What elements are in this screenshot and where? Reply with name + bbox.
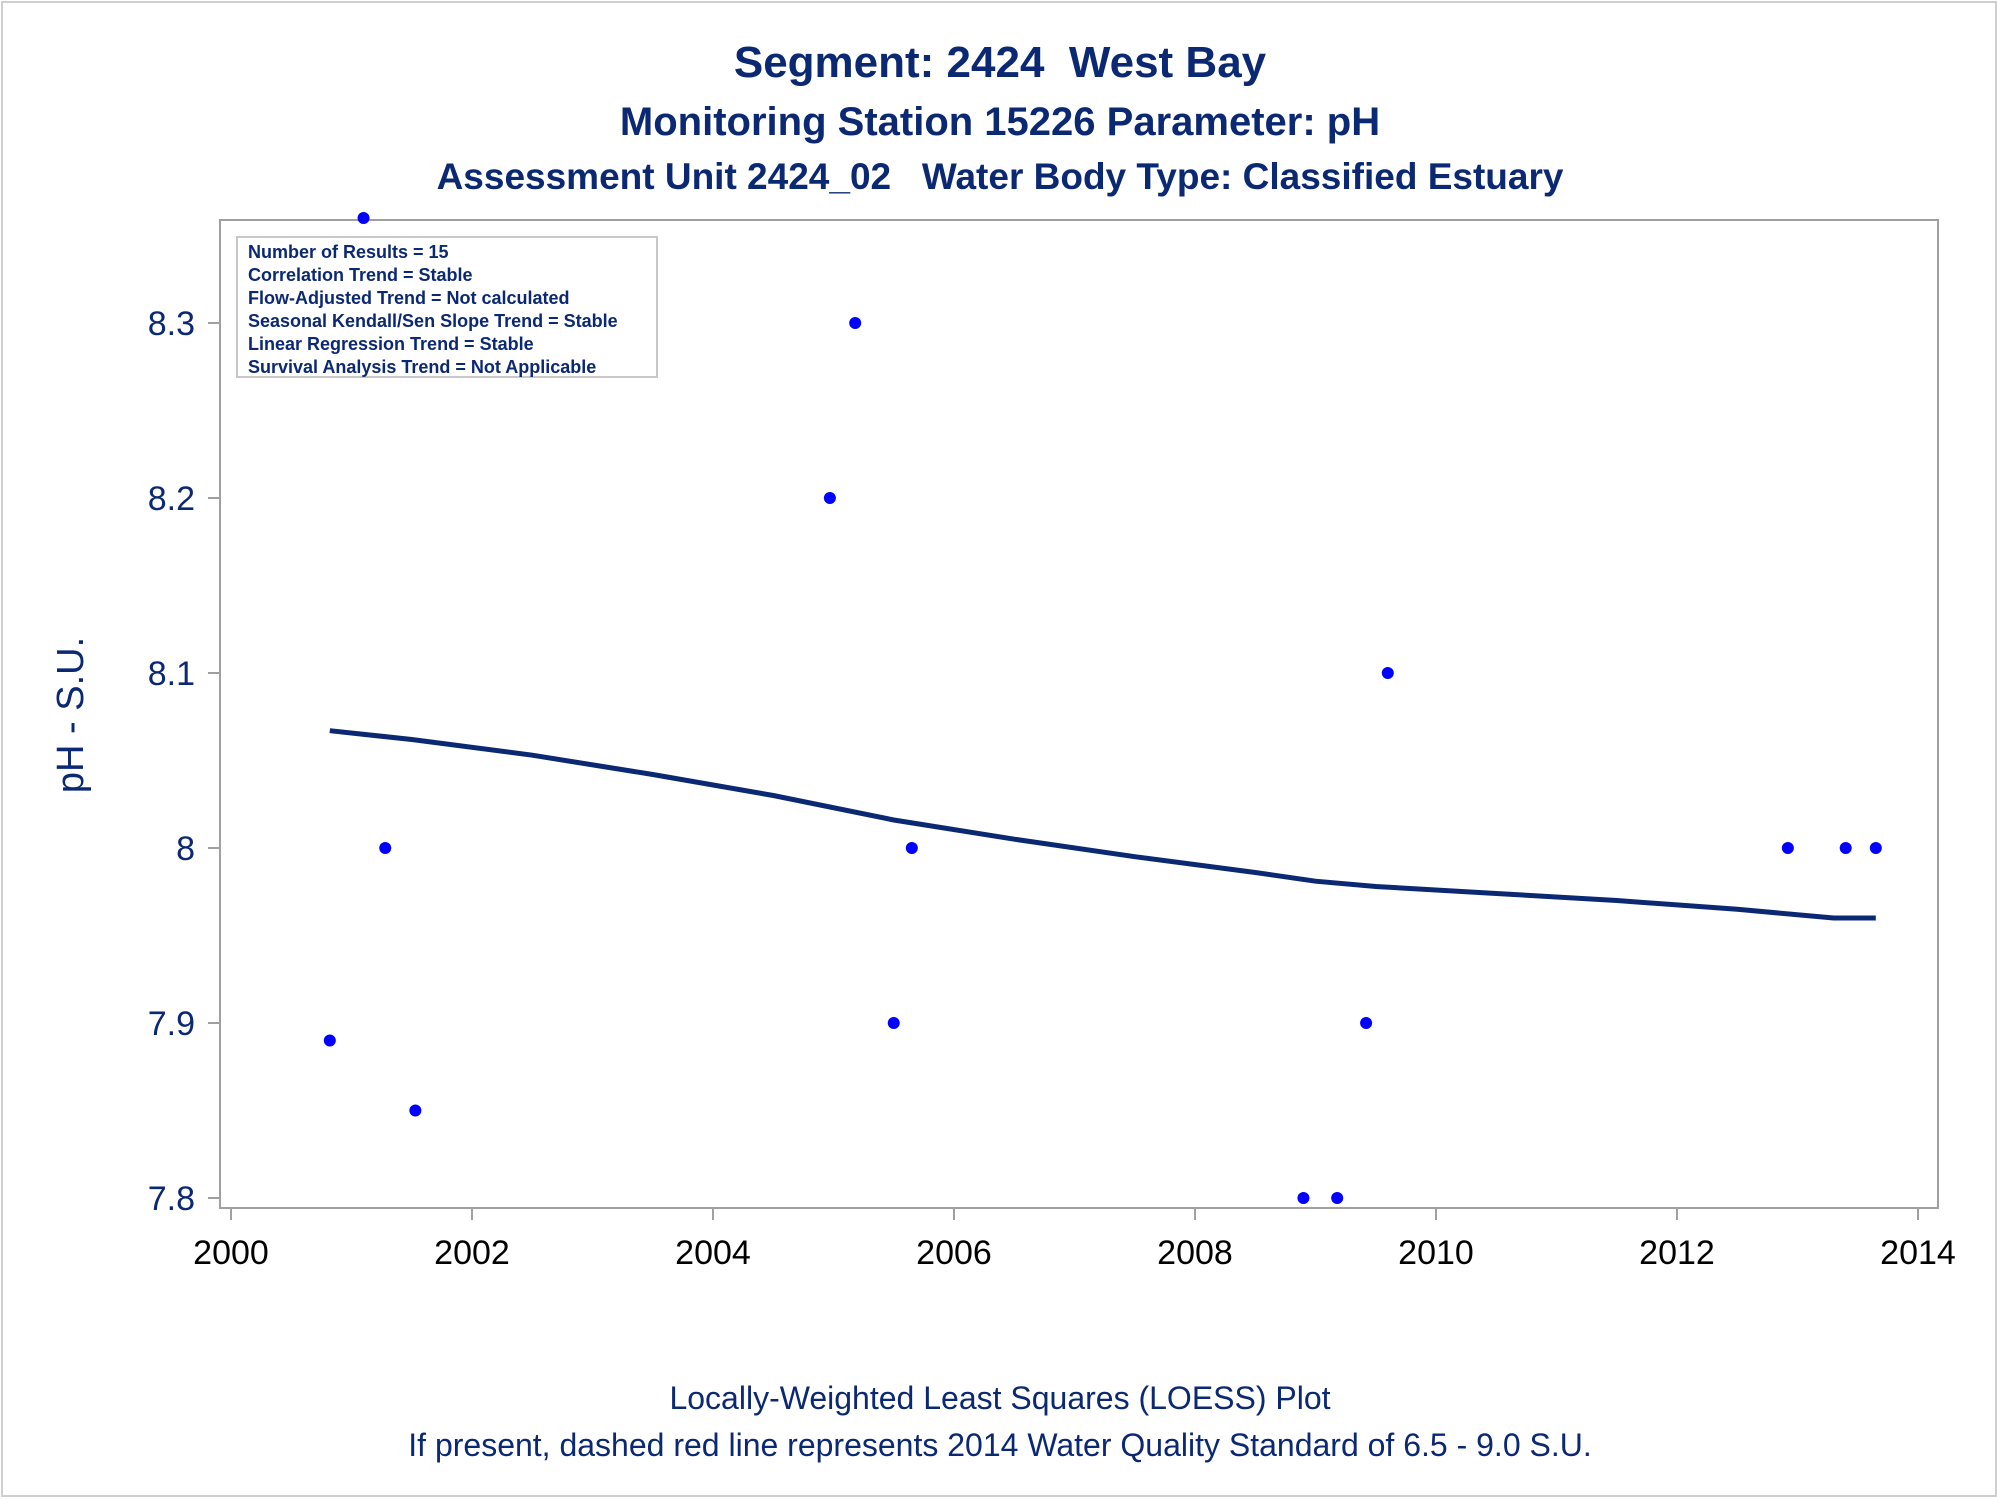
y-tick-label: 8 (176, 830, 195, 868)
y-tick-label: 7.8 (148, 1180, 195, 1218)
data-point (887, 1017, 900, 1029)
data-point (357, 212, 370, 224)
data-point (905, 842, 918, 854)
stats-line-flow-adjusted: Flow-Adjusted Trend = Not calculated (248, 288, 570, 308)
footnote-loess: Locally-Weighted Least Squares (LOESS) P… (669, 1380, 1331, 1416)
stats-line-seasonal-kendall: Seasonal Kendall/Sen Slope Trend = Stabl… (248, 311, 618, 331)
data-point (1360, 1017, 1373, 1029)
y-axis: 7.8 7.9 8 8.1 8.2 8.3 (148, 305, 220, 1218)
chart-subtitle: Monitoring Station 15226 Parameter: pH (619, 100, 1381, 144)
stats-line-linear-regression: Linear Regression Trend = Stable (248, 334, 534, 354)
x-tick-label: 2010 (1398, 1234, 1474, 1272)
data-point (1297, 1192, 1310, 1204)
x-tick-label: 2006 (916, 1234, 992, 1272)
y-tick-label: 8.3 (148, 305, 195, 343)
data-point (823, 492, 836, 504)
y-tick-label: 8.2 (148, 480, 195, 518)
chart-title: Segment: 2424 West Bay (733, 38, 1267, 87)
data-point (1381, 667, 1394, 679)
x-tick-label: 2000 (193, 1234, 269, 1272)
data-point (849, 317, 862, 329)
x-tick-label: 2012 (1639, 1234, 1715, 1272)
stats-line-correlation: Correlation Trend = Stable (248, 265, 473, 285)
data-points (323, 212, 1882, 1204)
plot-area (219, 219, 1939, 1209)
data-point (379, 842, 392, 854)
stats-line-survival: Survival Analysis Trend = Not Applicable (248, 357, 597, 377)
stats-line-results: Number of Results = 15 (248, 242, 449, 262)
data-point (1781, 842, 1794, 854)
y-tick-label: 8.1 (148, 655, 195, 693)
x-tick-label: 2014 (1880, 1234, 1956, 1272)
data-point (1331, 1192, 1344, 1204)
chart-subtitle-2: Assessment Unit 2424_02 Water Body Type:… (436, 156, 1564, 197)
data-point (1869, 842, 1882, 854)
y-tick-label: 7.9 (148, 1005, 195, 1043)
data-point (323, 1034, 336, 1047)
loess-line (329, 728, 1876, 921)
x-tick-label: 2004 (675, 1234, 751, 1272)
footnote-standard: If present, dashed red line represents 2… (408, 1427, 1592, 1463)
y-axis-label: pH - S.U. (50, 637, 92, 793)
x-axis: 2000 2002 2004 2006 2008 2010 2012 2014 (193, 1208, 1956, 1272)
data-point (409, 1104, 422, 1117)
x-tick-label: 2002 (434, 1234, 510, 1272)
x-tick-label: 2008 (1157, 1234, 1233, 1272)
stats-box: Number of Results = 15 Correlation Trend… (236, 236, 658, 378)
data-point (1839, 842, 1852, 854)
